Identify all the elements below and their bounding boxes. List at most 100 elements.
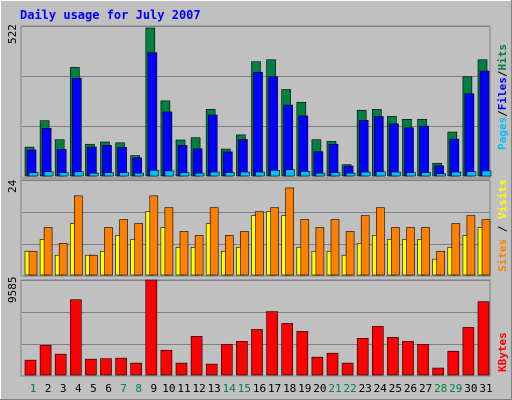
visits-bar: [270, 207, 279, 276]
pages-bar: [481, 170, 492, 177]
files-bar: [283, 104, 294, 177]
x-tick-label: 23: [359, 382, 372, 395]
visits-bar: [240, 231, 249, 276]
files-bar: [56, 149, 67, 177]
pages-bar: [406, 172, 416, 177]
visits-bar: [255, 211, 264, 276]
x-tick-label: 5: [90, 382, 97, 395]
kbytes-bar: [477, 301, 490, 376]
visits-bar: [194, 235, 204, 276]
pages-bar: [74, 171, 84, 177]
x-axis-day-labels: 1 2 3 4 5 6 7 8 9 10 11 12 13 14 15 16 17 18 19 20 21 22 23 24 2…: [30, 382, 493, 395]
kbytes-bar: [371, 326, 384, 376]
kbytes-bar: [251, 329, 263, 376]
pages-bar: [209, 171, 220, 177]
kbytes-bar: [341, 362, 354, 376]
visits-bar: [74, 195, 83, 276]
x-tick-label: 4: [75, 382, 82, 395]
pages-bar: [255, 171, 265, 177]
pages-bar: [375, 171, 386, 177]
visits-bar: [43, 227, 53, 276]
kbytes-bar: [266, 311, 278, 376]
pages-bar: [300, 171, 311, 177]
visits-bar: [179, 231, 189, 276]
kbytes-bar: [402, 341, 414, 376]
visits-bar: [285, 187, 295, 276]
files-bar: [313, 151, 324, 177]
legend-sep-2: /: [496, 70, 509, 77]
files-bar: [253, 71, 263, 177]
pages-bar: [451, 171, 462, 177]
pages-bar: [164, 170, 175, 177]
x-tick-label: 14: [223, 382, 237, 395]
visits-bar: [119, 219, 128, 276]
files-bar: [238, 139, 248, 177]
x-tick-label: 10: [162, 382, 175, 395]
files-bar: [358, 120, 369, 177]
kbytes-bar: [100, 358, 112, 376]
pages-bar: [225, 172, 235, 177]
x-tick-label: 3: [60, 382, 67, 395]
x-tick-label: 31: [479, 382, 492, 395]
kbytes-bar: [24, 359, 37, 376]
x-tick-label: 16: [253, 382, 266, 395]
legend-sites: Sites: [496, 239, 509, 272]
visits-bar: [89, 254, 98, 276]
kbytes-bar: [39, 344, 52, 376]
legend-middle: Sites / Visits: [496, 179, 509, 272]
pages-bar: [285, 169, 296, 177]
pages-bar: [43, 171, 54, 177]
x-tick-label: 11: [177, 382, 190, 395]
legend-files: Files: [496, 77, 509, 110]
visits-bar: [225, 235, 234, 276]
pages-bar: [179, 172, 190, 177]
files-bar: [207, 114, 218, 177]
visits-bar: [360, 215, 370, 276]
x-tick-label: 24: [374, 382, 388, 395]
x-tick-label: 7: [120, 382, 127, 395]
files-bar: [373, 116, 384, 177]
pages-bar: [270, 170, 280, 177]
pages-bar: [119, 172, 129, 177]
files-bar: [41, 128, 52, 177]
pages-bar: [134, 172, 144, 177]
pages-bar: [466, 171, 477, 177]
kbytes-bar: [296, 331, 309, 376]
visits-bar: [164, 207, 174, 276]
kbytes-bar: [175, 362, 188, 376]
files-bar: [26, 149, 37, 177]
x-tick-label: 9: [150, 382, 157, 395]
files-bar: [464, 93, 475, 177]
files-bar: [449, 138, 460, 177]
pages-bar: [89, 172, 99, 177]
x-tick-label: 19: [298, 382, 311, 395]
visits-bar: [104, 227, 113, 276]
pages-bar: [28, 172, 39, 177]
files-bar: [102, 145, 112, 177]
visits-bar: [300, 219, 310, 276]
legend-visits: Visits: [496, 179, 509, 219]
visits-bar: [209, 207, 219, 276]
pages-bar: [149, 170, 160, 177]
pages-bar: [104, 172, 114, 177]
pages-bar: [240, 171, 250, 177]
x-tick-label: 26: [404, 382, 417, 395]
files-bar: [268, 76, 278, 177]
legend-sep-3: /: [496, 219, 509, 239]
x-tick-label: 13: [208, 382, 221, 395]
files-bar: [177, 145, 188, 177]
files-bar: [162, 111, 173, 177]
kbytes-bar: [70, 299, 82, 376]
x-tick-label: 30: [464, 382, 477, 395]
visits-bar: [149, 195, 159, 276]
kbytes-bar: [417, 343, 429, 376]
visits-bar: [466, 215, 476, 276]
chart-title: Daily usage for July 2007: [20, 8, 201, 22]
kbytes-bar: [311, 356, 324, 376]
legend-pages: Pages: [496, 117, 509, 150]
kbytes-bar: [85, 358, 97, 376]
x-tick-label: 8: [135, 382, 142, 395]
x-tick-label: 21: [328, 382, 341, 395]
kbytes-bar: [145, 279, 158, 376]
kbytes-bar: [160, 349, 173, 376]
